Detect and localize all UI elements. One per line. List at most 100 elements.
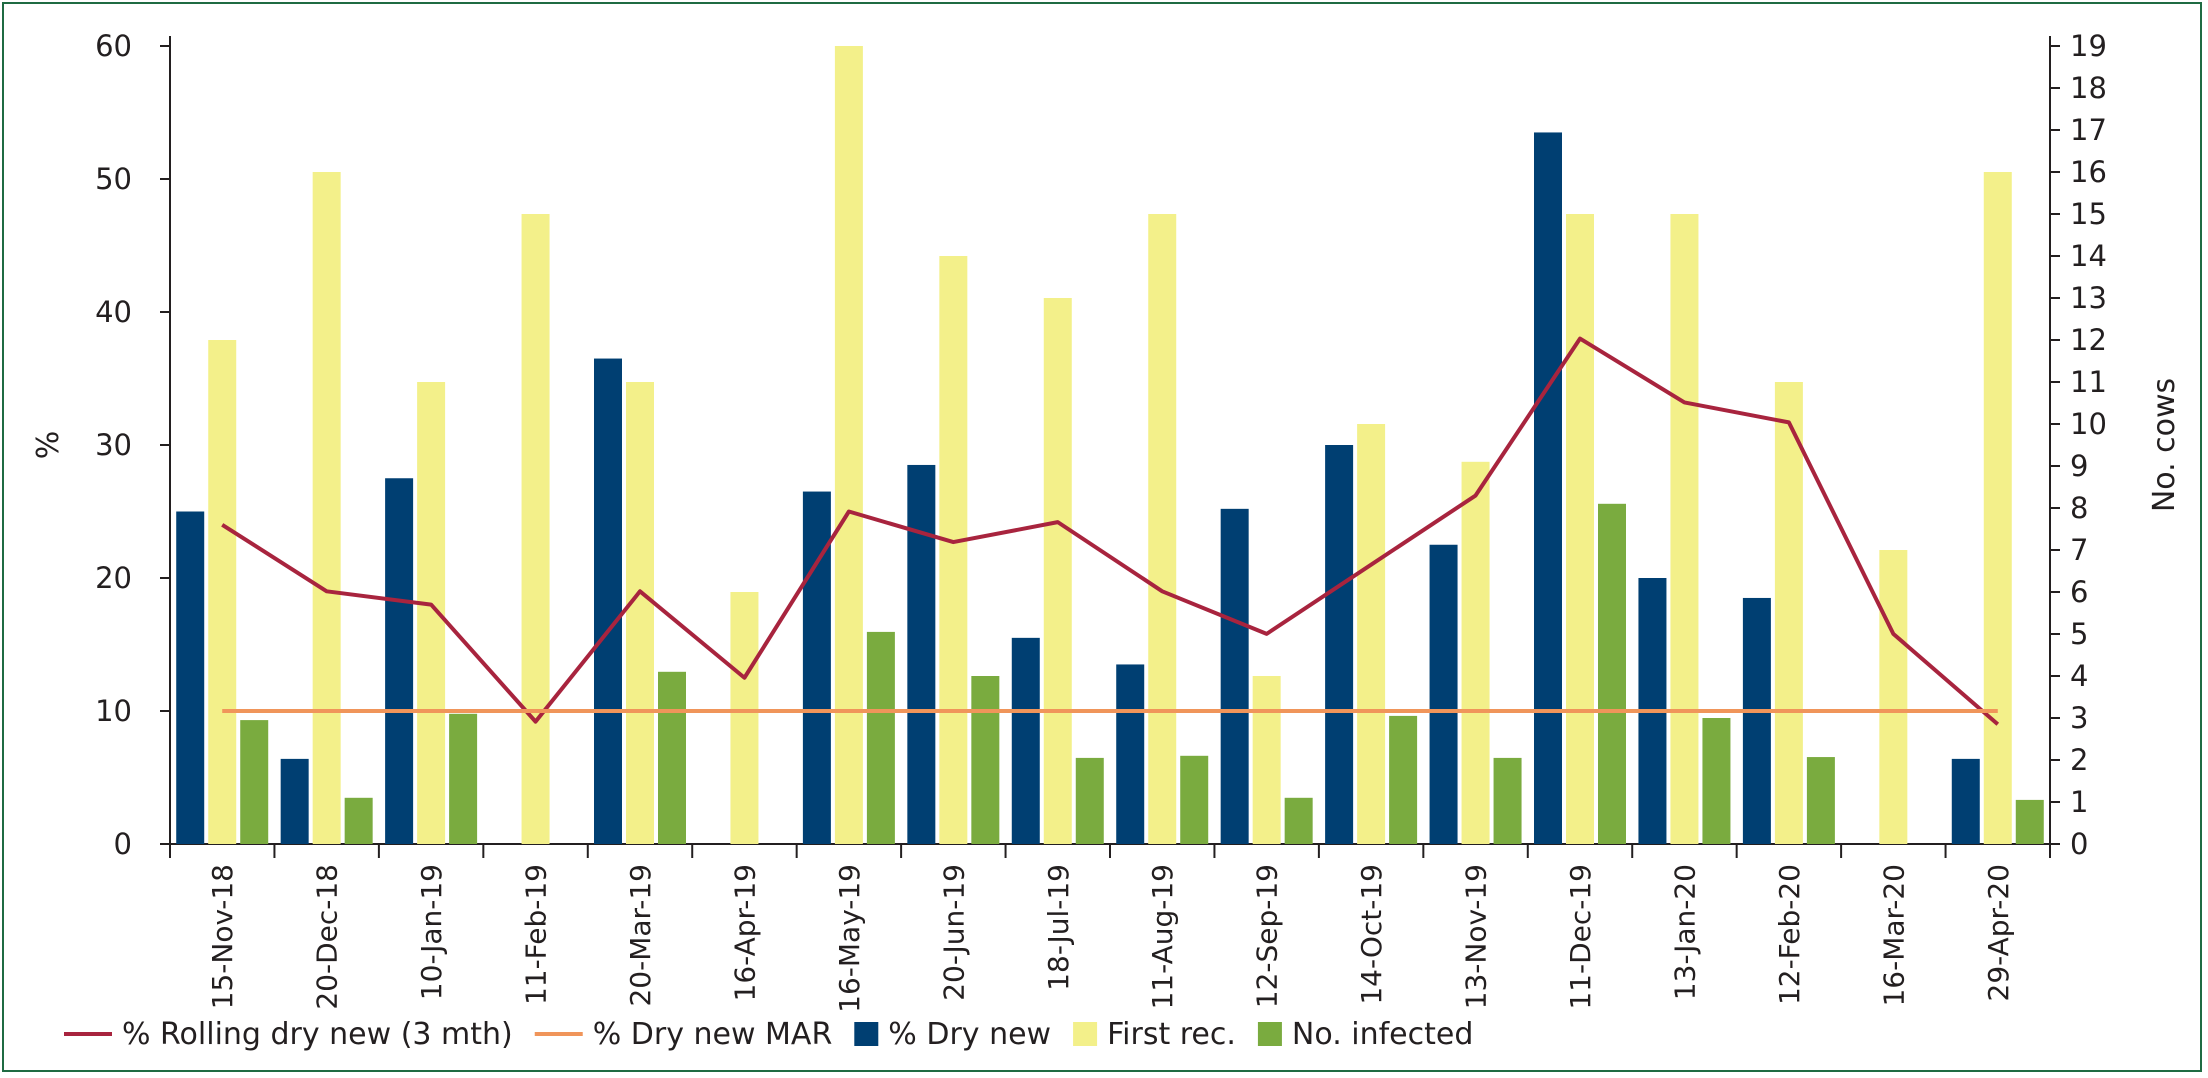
bar-first-rec- [1774,382,1803,844]
bar-no-infected [240,720,269,844]
bar--dry-new [1011,637,1040,844]
right-tick-label: 16 [2070,155,2107,189]
bar-no-infected [449,713,478,844]
bar-first-rec- [626,382,654,844]
bar-first-rec- [834,46,863,844]
x-tick-label: 16-Apr-19 [728,864,761,1002]
bar-first-rec- [1461,461,1490,844]
legend-label: % Rolling dry new (3 mth) [122,1017,513,1052]
right-tick-label: 8 [2070,491,2088,525]
bar--dry-new [385,478,414,844]
right-tick-label: 19 [2070,29,2107,63]
right-tick-label: 18 [2070,71,2107,105]
line--rolling-dry-new-3-mth- [221,336,2000,726]
right-tick-label: 3 [2070,701,2088,735]
x-tick-label: 12-Sep-19 [1251,864,1284,1008]
bar-no-infected [1598,503,1626,844]
right-tick-label: 9 [2070,449,2088,483]
right-tick-label: 13 [2070,281,2107,315]
left-tick-label: 50 [95,162,132,196]
x-tick-label: 16-Mar-20 [1877,864,1910,1007]
x-tick-label: 13-Nov-19 [1460,864,1493,1009]
right-tick-label: 1 [2070,785,2088,819]
bar--dry-new [1220,508,1249,844]
bar-first-rec- [1879,550,1908,844]
x-tick-label: 15-Nov-18 [206,864,239,1009]
bar-first-rec- [730,592,759,844]
bar-no-infected [971,676,1000,844]
left-tick-label: 10 [95,694,132,728]
bar-first-rec- [1148,214,1177,844]
left-tick-label: 30 [95,428,132,462]
legend-swatch-box [854,1022,879,1046]
bar--dry-new [1534,132,1562,844]
bar--dry-new [1429,544,1458,844]
bar--dry-new [1116,664,1145,844]
bar-no-infected [1075,757,1104,844]
bar-no-infected [1284,797,1313,844]
left-tick-label: 20 [95,561,132,595]
bar-first-rec- [1252,676,1281,844]
bar-first-rec- [1983,172,2012,844]
bar-first-rec- [312,172,341,844]
bar-first-rec- [521,214,550,844]
right-tick-label: 17 [2070,113,2107,147]
left-tick-label: 60 [95,29,132,63]
right-tick-label: 7 [2070,533,2088,567]
x-tick-label: 16-May-19 [833,864,866,1013]
bar--dry-new [176,511,205,844]
legend-label: % Dry new MAR [593,1017,833,1052]
bar-first-rec- [1357,424,1386,844]
bar--dry-new [594,358,622,844]
right-tick-label: 11 [2070,365,2107,399]
bar--dry-new [907,464,936,844]
legend-swatch-box [1257,1022,1282,1046]
bar-first-rec- [1043,298,1072,844]
legend-label: First rec. [1107,1017,1236,1052]
x-tick-label: 20-Dec-18 [311,864,344,1010]
right-tick-label: 14 [2070,239,2107,273]
x-tick-label: 14-Oct-19 [1355,864,1388,1005]
x-tick-label: 11-Aug-19 [1146,864,1179,1010]
right-tick-label: 5 [2070,617,2088,651]
right-tick-label: 12 [2070,323,2107,357]
legend-label: No. infected [1292,1017,1473,1052]
bar--dry-new [1951,758,1980,844]
right-tick-label: 10 [2070,407,2107,441]
x-tick-label: 18-Jul-19 [1042,864,1075,991]
right-tick-label: 15 [2070,197,2107,231]
bar-no-infected [866,631,895,844]
bar-first-rec- [939,256,968,844]
bar-no-infected [1180,755,1209,844]
bar--dry-new [280,758,309,844]
x-tick-label: 12-Feb-20 [1773,864,1806,1005]
bar-no-infected [1702,718,1731,844]
x-tick-label: 20-Jun-19 [937,864,970,1001]
bar-first-rec- [208,340,237,844]
right-tick-label: 2 [2070,743,2088,777]
left-axis-label: % [31,431,66,460]
right-tick-label: 6 [2070,575,2088,609]
right-tick-label: 4 [2070,659,2088,693]
x-tick-label: 11-Dec-19 [1564,864,1597,1010]
bar-first-rec- [1566,214,1594,844]
bar--dry-new [1742,597,1771,844]
x-tick-label: 13-Jan-20 [1668,864,1701,1000]
bar-no-infected [2015,799,2044,844]
bar-no-infected [658,671,686,844]
bar-no-infected [1493,757,1522,844]
x-tick-label: 11-Feb-19 [520,864,553,1005]
legend-label: % Dry new [888,1017,1051,1052]
right-tick-label: 0 [2070,827,2088,861]
combo-chart: 0102030405060012345678910111213141516171… [31,29,2182,1052]
bar-no-infected [1806,757,1835,844]
left-tick-label: 40 [95,295,132,329]
right-axis-label: No. cows [2147,378,2182,512]
bar--dry-new [1325,445,1354,844]
bar-no-infected [1389,715,1418,844]
x-tick-label: 29-Apr-20 [1982,864,2015,1002]
left-tick-label: 0 [114,827,132,861]
x-tick-label: 20-Mar-19 [624,864,657,1007]
x-tick-label: 10-Jan-19 [415,864,448,1000]
